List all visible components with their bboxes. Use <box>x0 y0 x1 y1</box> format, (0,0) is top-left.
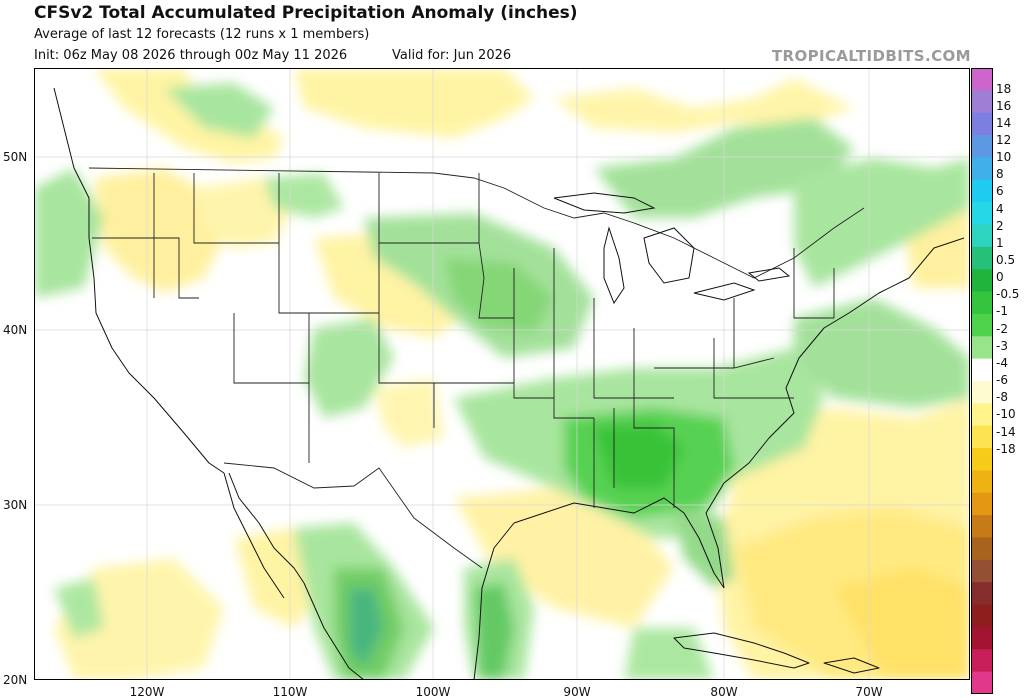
colorbar-label: 1 <box>996 235 1004 250</box>
colorbar-swatch <box>971 537 993 561</box>
colorbar-label: -6 <box>996 373 1008 388</box>
colorbar-label: -3 <box>996 338 1008 353</box>
colorbar-swatch <box>971 559 993 583</box>
colorbar-swatch <box>971 515 993 538</box>
anomaly-field <box>34 68 970 680</box>
longitude-label: 90W <box>563 685 591 699</box>
colorbar <box>971 68 993 694</box>
colorbar-label: 10 <box>996 150 1012 165</box>
colorbar-swatch <box>971 313 993 337</box>
longitude-label: 100W <box>415 685 451 699</box>
colorbar-swatch <box>971 291 993 315</box>
colorbar-label: -10 <box>996 407 1016 422</box>
latitude-label: 50N <box>3 150 28 164</box>
precip-anomaly-map <box>34 68 970 680</box>
graticule <box>34 68 970 680</box>
latitude-label: 40N <box>3 323 28 337</box>
latitude-label: 30N <box>3 498 28 512</box>
valid-text: Valid for: Jun 2026 <box>392 48 512 63</box>
colorbar-swatch <box>971 179 993 203</box>
colorbar-swatch <box>971 403 993 427</box>
subtitle: Average of last 12 forecasts (12 runs x … <box>34 27 370 42</box>
longitude-label: 70W <box>855 685 883 699</box>
colorbar-swatch <box>971 492 993 516</box>
colorbar-label: 14 <box>996 115 1012 130</box>
colorbar-swatch <box>971 470 993 494</box>
colorbar-swatch <box>971 336 993 360</box>
colorbar-swatch <box>971 671 993 694</box>
coastlines <box>53 87 965 680</box>
colorbar-swatch <box>971 135 993 158</box>
colorbar-label: 16 <box>996 98 1012 113</box>
colorbar-swatch <box>971 202 993 225</box>
colorbar-label: 0 <box>996 270 1004 285</box>
colorbar-swatch <box>971 157 993 181</box>
colorbar-label: -18 <box>996 441 1016 456</box>
colorbar-swatch <box>971 582 993 606</box>
colorbar-label: -2 <box>996 321 1008 336</box>
longitude-label: 80W <box>710 685 738 699</box>
colorbar-label: 12 <box>996 132 1012 147</box>
colorbar-label: 6 <box>996 184 1004 199</box>
latitude-label: 20N <box>3 673 28 687</box>
colorbar-swatch <box>971 381 993 404</box>
colorbar-label: -14 <box>996 424 1016 439</box>
colorbar-swatch <box>971 626 993 650</box>
longitude-label: 120W <box>129 685 165 699</box>
colorbar-swatch <box>971 649 993 673</box>
colorbar-swatch <box>971 358 993 382</box>
great-lakes <box>553 192 791 305</box>
colorbar-swatch <box>971 269 993 293</box>
borders <box>88 167 865 569</box>
site-credit: TROPICALTIDBITS.COM <box>771 47 971 65</box>
init-text: Init: 06z May 08 2026 through 00z May 11… <box>34 48 348 63</box>
colorbar-swatch <box>971 224 993 248</box>
colorbar-label: -8 <box>996 390 1008 405</box>
colorbar-swatch <box>971 246 993 270</box>
colorbar-label: 18 <box>996 81 1012 96</box>
colorbar-swatch <box>971 112 993 136</box>
colorbar-swatch <box>971 68 993 91</box>
colorbar-swatch <box>971 425 993 449</box>
colorbar-label: -0.5 <box>996 287 1020 302</box>
colorbar-label: 8 <box>996 167 1004 182</box>
colorbar-label: -4 <box>996 355 1008 370</box>
longitude-label: 110W <box>272 685 308 699</box>
colorbar-swatch <box>971 90 993 114</box>
colorbar-swatch <box>971 448 993 471</box>
colorbar-swatch <box>971 604 993 628</box>
colorbar-label: 4 <box>996 201 1004 216</box>
colorbar-label: 0.5 <box>996 253 1016 267</box>
page-title: CFSv2 Total Accumulated Precipitation An… <box>34 3 578 23</box>
colorbar-label: 2 <box>996 218 1004 233</box>
colorbar-label: -1 <box>996 304 1008 319</box>
